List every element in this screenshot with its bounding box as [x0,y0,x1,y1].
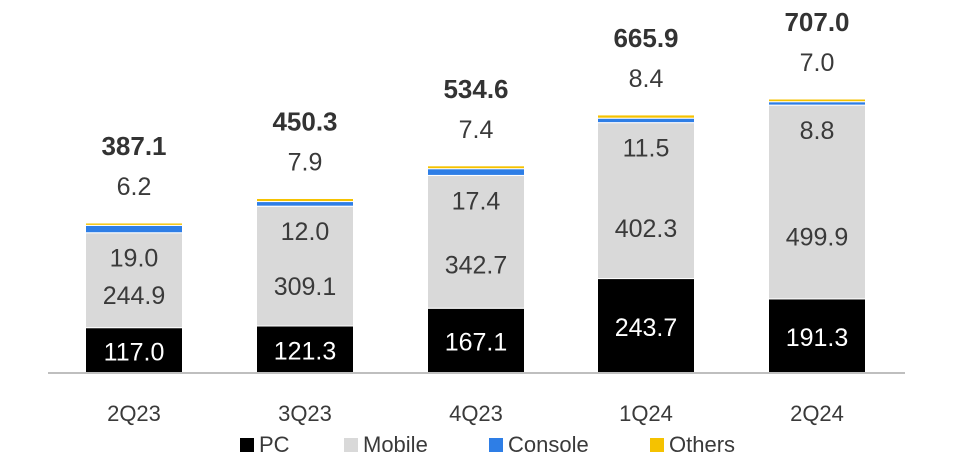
legend-swatch-mobile [344,438,358,452]
data-label-console: 19.0 [110,245,159,273]
bar-pc-1q24 [597,278,695,374]
data-label-pc: 117.0 [104,338,165,366]
legend-swatch-pc [240,438,254,452]
legend-label-others: Others [669,432,735,457]
data-label-pc: 243.7 [615,314,678,342]
data-label-console: 17.4 [452,187,501,215]
legend-label-console: Console [508,432,589,457]
bar-others-3q23 [256,197,354,203]
bar-console-2q24 [768,101,866,106]
data-label-others: 7.9 [288,148,323,176]
x-tick-label: 3Q23 [278,401,332,426]
data-label-others: 7.0 [800,49,835,77]
data-label-mobile: 499.9 [786,224,849,252]
data-label-mobile: 342.7 [445,251,508,279]
x-tick-label: 2Q24 [790,401,844,426]
bar-others-1q24 [597,114,695,119]
data-label-mobile: 402.3 [615,215,678,243]
bar-pc-3q23 [256,325,354,374]
data-label-total: 534.6 [443,74,508,104]
data-labels: 117.0 244.9 19.0 6.2 387.1 121.3 309.1 12.0 7.9 4… [101,7,849,366]
bar-pc-2q24 [768,298,866,374]
data-label-total: 707.0 [784,7,849,37]
bar-mobile-1q24 [597,122,695,280]
bar-others-4q23 [427,165,525,170]
data-label-pc: 191.3 [786,324,849,352]
bar-console-4q23 [427,168,525,176]
bar-pc-4q23 [427,307,525,374]
bars-layer [85,98,866,374]
data-label-pc: 121.3 [274,337,337,365]
data-label-pc: 167.1 [445,329,508,357]
data-label-console: 12.0 [281,218,330,246]
data-label-console: 8.8 [800,117,835,145]
bar-console-3q23 [256,201,354,207]
data-label-total: 387.1 [101,131,166,161]
bar-mobile-3q23 [256,205,354,327]
bar-console-1q24 [597,117,695,124]
data-label-others: 7.4 [459,116,494,144]
bar-mobile-2q23 [85,232,183,329]
data-label-total: 665.9 [613,23,678,53]
legend-swatch-console [489,438,503,452]
data-label-mobile: 309.1 [274,273,337,301]
legend-label-pc: PC [259,432,290,457]
x-tick-label: 4Q23 [449,401,503,426]
data-label-others: 8.4 [629,65,664,93]
legend-label-mobile: Mobile [363,432,428,457]
legend-swatch-others [650,438,664,452]
bar-pc-2q23 [85,327,183,374]
x-tick-label: 2Q23 [107,401,161,426]
bar-others-2q23 [85,222,183,226]
data-label-others: 6.2 [117,173,152,201]
data-label-console: 11.5 [623,135,670,163]
bar-mobile-4q23 [427,174,525,309]
x-tick-label: 1Q24 [619,401,673,426]
x-tick-labels: 2Q23 3Q23 4Q23 1Q24 2Q24 [107,401,844,426]
bar-others-2q24 [768,98,866,103]
data-label-total: 450.3 [272,106,337,136]
data-label-mobile: 244.9 [103,282,166,310]
legend: PC Mobile Console Others [240,432,735,457]
bar-console-2q23 [85,224,183,234]
